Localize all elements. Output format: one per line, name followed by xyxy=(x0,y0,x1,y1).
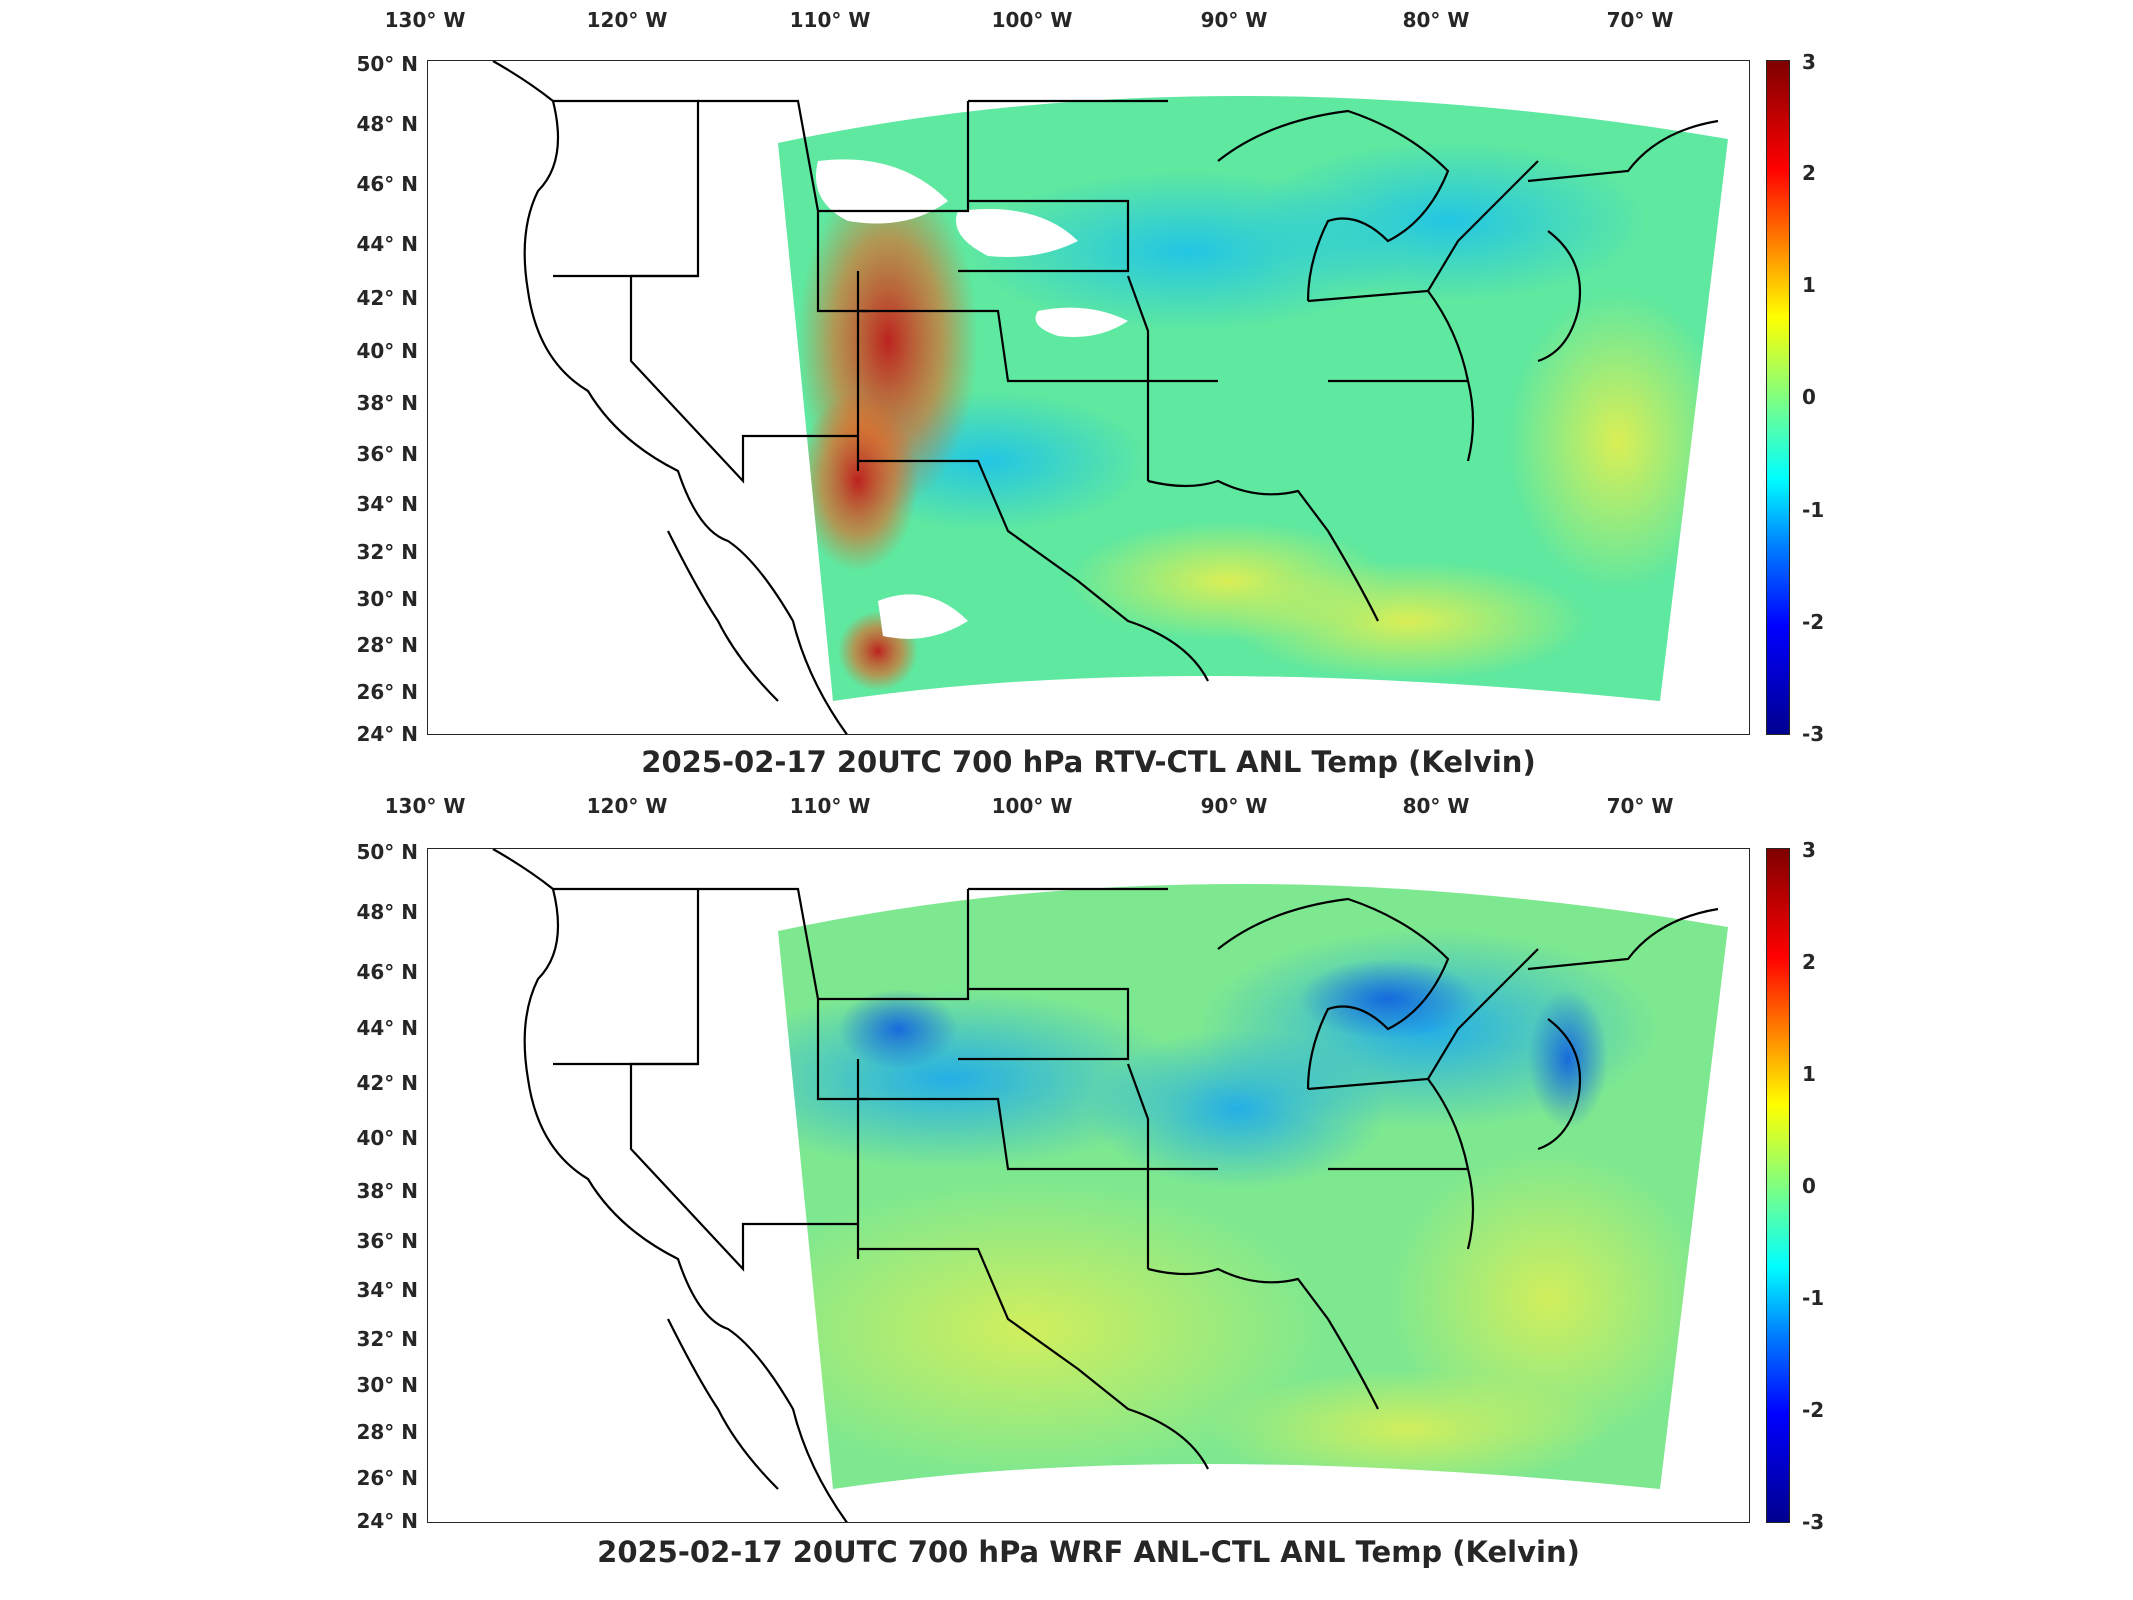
lon-label: 70° W xyxy=(1606,794,1674,818)
lat-label: 50° N xyxy=(356,840,418,864)
lat-label: 26° N xyxy=(356,1466,418,1490)
lon-label: 70° W xyxy=(1606,8,1674,32)
lat-label: 38° N xyxy=(356,1179,418,1203)
panel-title-top: 2025-02-17 20UTC 700 hPa RTV-CTL ANL Tem… xyxy=(641,745,1536,779)
lat-label: 34° N xyxy=(356,1278,418,1302)
lat-label: 30° N xyxy=(356,1373,418,1397)
map-frame-bottom xyxy=(427,848,1750,1523)
lon-label: 80° W xyxy=(1402,8,1470,32)
map-frame-top xyxy=(427,60,1750,735)
panel-title-bottom: 2025-02-17 20UTC 700 hPa WRF ANL-CTL ANL… xyxy=(597,1535,1580,1569)
lat-label: 32° N xyxy=(356,1327,418,1351)
colorbar-tick: -3 xyxy=(1802,1510,1825,1534)
colorbar-tick: -2 xyxy=(1802,1398,1825,1422)
coastlines-borders xyxy=(492,849,1719,1522)
lat-label: 48° N xyxy=(356,900,418,924)
map-panel-bottom: 130° W 120° W 110° W 100° W 90° W 80° W … xyxy=(0,790,2133,1600)
lon-label: 80° W xyxy=(1402,794,1470,818)
lat-label: 32° N xyxy=(356,540,418,564)
lat-label: 44° N xyxy=(356,1016,418,1040)
lon-label: 110° W xyxy=(789,794,871,818)
lat-label: 40° N xyxy=(356,1126,418,1150)
lat-label: 36° N xyxy=(356,442,418,466)
lat-label: 42° N xyxy=(356,286,418,310)
lat-label: 24° N xyxy=(356,722,418,746)
lon-label: 100° W xyxy=(991,794,1073,818)
lat-label: 24° N xyxy=(356,1509,418,1533)
lat-label: 40° N xyxy=(356,339,418,363)
colorbar-bottom xyxy=(1766,848,1790,1523)
colorbar-tick: 0 xyxy=(1802,1174,1816,1198)
colorbar-tick: 3 xyxy=(1802,838,1816,862)
colorbar-top xyxy=(1766,60,1790,735)
lat-label: 28° N xyxy=(356,633,418,657)
lon-label: 90° W xyxy=(1200,8,1268,32)
colorbar-tick: 1 xyxy=(1802,273,1816,297)
lat-label: 46° N xyxy=(356,960,418,984)
lon-label: 120° W xyxy=(586,8,668,32)
field-anomalies xyxy=(778,929,1708,1489)
colorbar-tick: -1 xyxy=(1802,1286,1825,1310)
colorbar-tick: 3 xyxy=(1802,50,1816,74)
lon-label: 120° W xyxy=(586,794,668,818)
lat-label: 36° N xyxy=(356,1229,418,1253)
colorbar-tick: 2 xyxy=(1802,950,1816,974)
colorbar-tick: 2 xyxy=(1802,161,1816,185)
lat-label: 50° N xyxy=(356,52,418,76)
colorbar-tick: -2 xyxy=(1802,610,1825,634)
lat-label: 28° N xyxy=(356,1420,418,1444)
lat-label: 42° N xyxy=(356,1071,418,1095)
lat-label: 44° N xyxy=(356,232,418,256)
temperature-map-top xyxy=(492,61,1728,734)
lat-label: 46° N xyxy=(356,172,418,196)
colorbar-tick: 1 xyxy=(1802,1062,1816,1086)
lat-label: 26° N xyxy=(356,680,418,704)
temperature-map-bottom xyxy=(492,849,1728,1522)
coastlines-borders xyxy=(492,61,1719,734)
colorbar-tick: 0 xyxy=(1802,385,1816,409)
lat-label: 34° N xyxy=(356,492,418,516)
lat-label: 38° N xyxy=(356,391,418,415)
map-panel-top: 130° W 120° W 110° W 100° W 90° W 80° W … xyxy=(0,0,2133,790)
colorbar-tick: -1 xyxy=(1802,498,1825,522)
lon-label: 130° W xyxy=(384,794,466,818)
lon-label: 110° W xyxy=(789,8,871,32)
lat-label: 48° N xyxy=(356,112,418,136)
lon-label: 100° W xyxy=(991,8,1073,32)
colorbar-tick: -3 xyxy=(1802,722,1825,746)
lon-label: 90° W xyxy=(1200,794,1268,818)
lon-label: 130° W xyxy=(384,8,466,32)
lat-label: 30° N xyxy=(356,587,418,611)
